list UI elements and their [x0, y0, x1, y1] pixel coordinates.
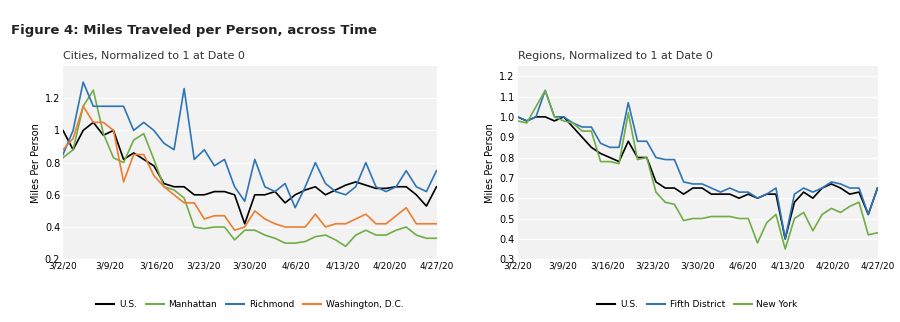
Legend: U.S., Manhattan, Richmond, Washington, D.C.: U.S., Manhattan, Richmond, Washington, D… — [96, 300, 403, 309]
Text: Figure 4: Miles Traveled per Person, across Time: Figure 4: Miles Traveled per Person, acr… — [11, 24, 377, 37]
Y-axis label: Miles Per Person: Miles Per Person — [31, 123, 40, 203]
Y-axis label: Miles Per Person: Miles Per Person — [485, 123, 495, 203]
Text: Cities, Normalized to 1 at Date 0: Cities, Normalized to 1 at Date 0 — [63, 51, 245, 61]
Text: Regions, Normalized to 1 at Date 0: Regions, Normalized to 1 at Date 0 — [518, 51, 713, 61]
Legend: U.S., Fifth District, New York: U.S., Fifth District, New York — [598, 300, 797, 309]
